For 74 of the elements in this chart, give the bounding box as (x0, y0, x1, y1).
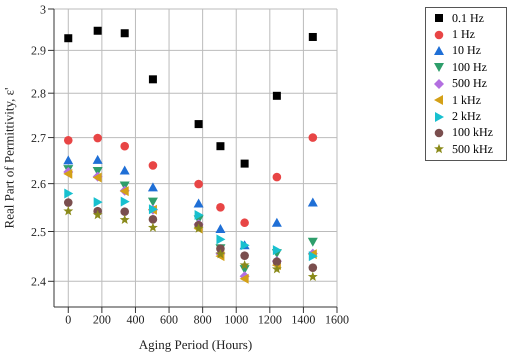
y-tick-label: 2.4 (31, 274, 46, 289)
point (272, 92, 281, 100)
point (92, 154, 103, 164)
point (148, 222, 158, 232)
legend-label: 500 Hz (452, 76, 487, 92)
legend-label: 10 Hz (452, 43, 481, 58)
point (216, 142, 224, 150)
legend-label: 1 kHz (452, 92, 481, 108)
x-tick-label: 1400 (291, 312, 316, 327)
y-tick-label: 3 (40, 2, 46, 16)
point (272, 245, 282, 256)
point (120, 214, 130, 224)
y-tick-label: 2.6 (31, 176, 46, 191)
point (308, 238, 318, 247)
y-tick-label: 2.8 (31, 86, 46, 100)
x-tick-label: 800 (194, 312, 212, 327)
point (64, 198, 73, 207)
y-tick-label: 2.5 (31, 224, 46, 239)
point (216, 234, 226, 244)
x-tick-label: 400 (126, 312, 144, 327)
point (64, 188, 74, 199)
x-tick-label: 600 (160, 312, 178, 327)
point (148, 215, 158, 224)
point (94, 26, 102, 35)
point (272, 264, 282, 274)
point (148, 182, 158, 192)
x-tick-label: 1600 (325, 312, 349, 327)
legend-label: 100 kHz (452, 125, 493, 140)
x-tick-label: 1000 (224, 312, 248, 327)
point (148, 75, 157, 84)
point (194, 180, 203, 188)
point (240, 251, 249, 260)
point (120, 166, 130, 175)
legend-label: 1 Hz (452, 27, 475, 42)
point (148, 198, 158, 207)
point (120, 29, 129, 38)
point (240, 274, 249, 284)
point (272, 172, 282, 182)
point (120, 196, 130, 207)
x-tick-label: 1200 (258, 312, 282, 327)
point (240, 160, 249, 168)
point (194, 198, 204, 208)
point (94, 197, 103, 208)
point (120, 207, 130, 216)
point (194, 120, 203, 128)
point (64, 34, 72, 42)
point (308, 133, 318, 142)
point (194, 210, 204, 220)
point (93, 134, 102, 142)
point (308, 272, 318, 281)
point (64, 136, 73, 145)
point (308, 263, 318, 272)
point (215, 224, 226, 234)
point (308, 198, 318, 207)
point (240, 218, 249, 228)
y-tick-label: 2.7 (31, 130, 46, 145)
y-axis-title: Real Part of Permittivity, ε' (2, 88, 17, 228)
point (240, 260, 250, 270)
legend-label: 0.1 Hz (452, 10, 484, 26)
point (308, 32, 317, 41)
legend-label: 100 Hz (452, 60, 487, 75)
x-axis-title: Aging Period (Hours) (138, 337, 252, 352)
point (148, 161, 158, 170)
y-tick-label: 2.9 (31, 44, 46, 58)
point (216, 203, 225, 212)
point (120, 142, 130, 150)
point (63, 155, 74, 164)
x-tick-label: 200 (92, 312, 111, 327)
x-tick-label: 0 (65, 312, 72, 327)
point (92, 210, 103, 220)
point (272, 218, 282, 227)
legend-label: 500 kHz (452, 142, 493, 157)
legend-label: 2 kHz (452, 109, 481, 124)
point (63, 206, 74, 216)
